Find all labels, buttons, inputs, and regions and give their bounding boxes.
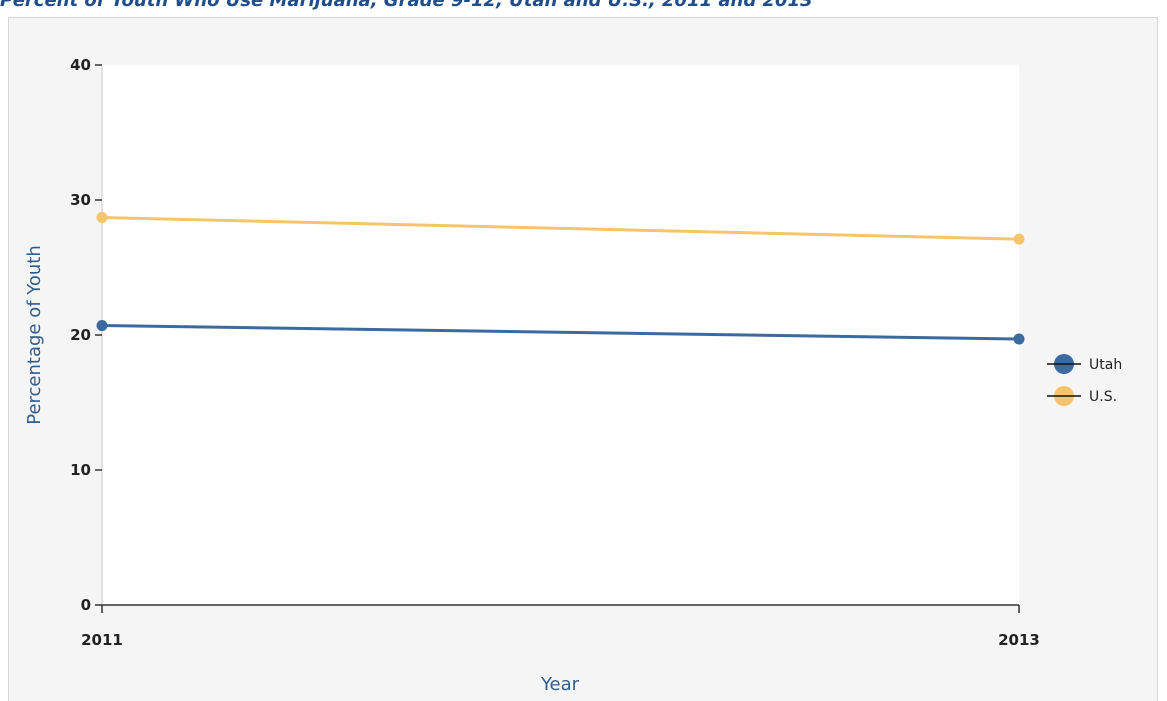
y-tick-label: 30: [70, 191, 91, 209]
series-line-0: [101, 324, 1020, 341]
data-point: [96, 320, 108, 332]
y-tick-label: 20: [70, 326, 91, 344]
y-axis: 0 10 20 30 40: [70, 56, 103, 614]
legend: Utah U.S.: [1047, 354, 1122, 406]
chart-top-title: Percent of Youth Who Use Marijuana, Grad…: [0, 0, 813, 11]
x-axis: 2011 2013: [81, 604, 1040, 649]
data-point: [1013, 333, 1025, 345]
y-tick-label: 10: [70, 461, 91, 479]
y-axis-title: Percentage of Youth: [24, 245, 45, 425]
y-tick-label: 40: [70, 56, 91, 74]
x-axis-title: Year: [540, 674, 580, 695]
data-point: [96, 212, 108, 224]
data-point: [1013, 233, 1025, 245]
legend-label: Utah: [1089, 357, 1122, 373]
x-tick-label: 2011: [81, 631, 123, 649]
series-layer: [96, 212, 1025, 345]
plot-area: [102, 65, 1019, 605]
series-line-1: [101, 216, 1020, 241]
y-tick-label: 0: [81, 596, 91, 614]
x-tick-label: 2013: [998, 631, 1040, 649]
legend-label: U.S.: [1089, 389, 1117, 405]
